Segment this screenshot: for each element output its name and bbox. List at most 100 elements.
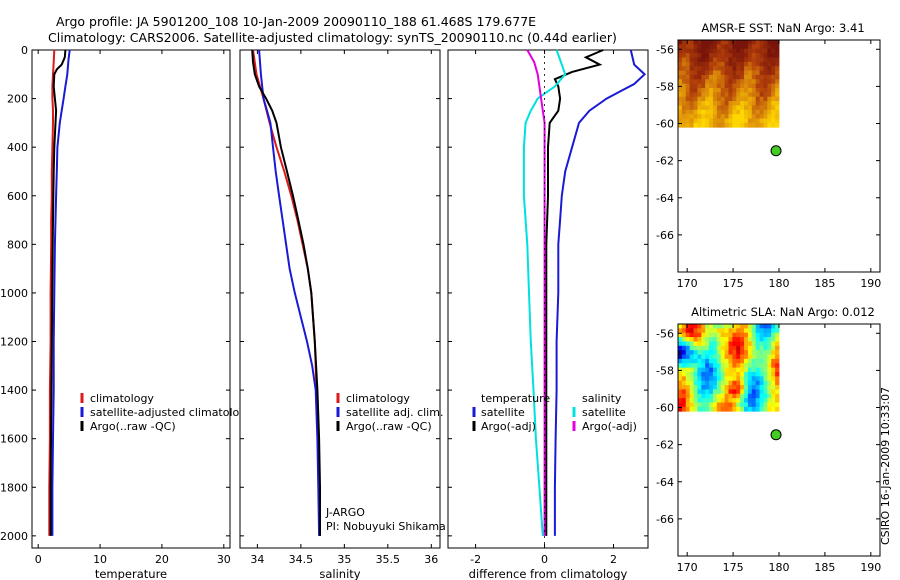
- heatmap-cell: [705, 57, 710, 63]
- x-tick-label: 180: [769, 277, 790, 290]
- heatmap-cell: [697, 324, 702, 329]
- heatmap-cell: [775, 350, 780, 355]
- heatmap-cell: [716, 341, 722, 347]
- heatmap-cell: [759, 406, 764, 412]
- heatmap-cell: [732, 358, 737, 364]
- heatmap-cell: [732, 389, 737, 395]
- heatmap-cell: [763, 96, 768, 102]
- salinity-panel: 34 34.5 35 35.5 36 salinity climatologysatelli…: [239, 49, 446, 580]
- heatmap-cell: [775, 70, 780, 76]
- heatmap-cell: [685, 389, 691, 395]
- x-tick-label: 35.5: [376, 553, 401, 566]
- heatmap-cell: [716, 376, 722, 382]
- heatmap-cell: [678, 371, 683, 377]
- heatmap-cell: [709, 109, 714, 115]
- heatmap-cell: [728, 358, 733, 364]
- heatmap-cell: [678, 109, 683, 115]
- heatmap-cell: [689, 79, 694, 85]
- heatmap-cell: [747, 57, 753, 63]
- heatmap-cell: [689, 398, 694, 403]
- heatmap-cell: [736, 79, 741, 85]
- heatmap-cell: [751, 385, 757, 390]
- heatmap-cell: [755, 114, 760, 119]
- heatmap-cell: [693, 380, 698, 386]
- heatmap-cell: [681, 40, 687, 45]
- heatmap-cell: [689, 70, 694, 76]
- heatmap-cell: [751, 371, 757, 377]
- heatmap-cell: [693, 328, 698, 334]
- heatmap-cell: [681, 341, 687, 347]
- heatmap-cell: [709, 105, 714, 111]
- heatmap-cell: [736, 74, 741, 80]
- heatmap-cell: [744, 337, 749, 342]
- heatmap-cell: [747, 48, 753, 54]
- heatmap-cell: [701, 385, 706, 390]
- heatmap-cell: [709, 40, 714, 45]
- heatmap-cell: [755, 406, 760, 412]
- heatmap-cell: [720, 66, 726, 71]
- y-tick-label: 0: [21, 44, 28, 57]
- heatmap-cell: [712, 44, 718, 50]
- heatmap-cell: [720, 74, 726, 80]
- heatmap-cell: [678, 393, 683, 399]
- heatmap-cell: [720, 83, 726, 89]
- series-line-climatology: [48, 49, 56, 536]
- heatmap-cell: [751, 324, 757, 329]
- x-axis-label: salinity: [319, 567, 360, 580]
- heatmap-cell: [712, 114, 718, 119]
- heatmap-cell: [751, 101, 757, 106]
- series-line-argo-raw-qc-: [251, 49, 321, 536]
- heatmap-cell: [740, 40, 745, 45]
- heatmap-cell: [720, 96, 726, 102]
- heatmap-cell: [720, 53, 726, 58]
- heatmap-cell: [751, 57, 757, 63]
- heatmap-cell: [755, 358, 760, 364]
- heatmap-cell: [740, 350, 745, 355]
- heatmap-cell: [759, 332, 764, 338]
- heatmap-cell: [771, 92, 776, 98]
- heatmap-cell: [681, 57, 687, 63]
- heatmap-cell: [716, 57, 722, 63]
- heatmap-cell: [771, 406, 776, 412]
- heatmap-cell: [736, 66, 741, 71]
- heatmap-cell: [747, 341, 753, 347]
- y-tick-label: 600: [7, 190, 28, 203]
- heatmap-cell: [693, 358, 698, 364]
- heatmap-cell: [740, 398, 745, 403]
- heatmap-cell: [771, 363, 776, 369]
- heatmap-cell: [705, 109, 710, 115]
- heatmap-cell: [747, 101, 753, 106]
- heatmap-cell: [701, 101, 706, 106]
- heatmap-cell: [763, 79, 768, 85]
- heatmap-cell: [740, 371, 745, 377]
- heatmap-cell: [701, 83, 706, 89]
- heatmap-cell: [728, 350, 733, 355]
- heatmap-cell: [755, 332, 760, 338]
- heatmap-cell: [736, 354, 741, 360]
- heatmap-cell: [689, 114, 694, 119]
- heatmap-cell: [712, 109, 718, 115]
- heatmap-cell: [701, 57, 706, 63]
- heatmap-cell: [720, 376, 726, 382]
- heatmap-cell: [751, 341, 757, 347]
- legend-label: Argo(-adj): [481, 420, 536, 433]
- heatmap-cell: [759, 371, 764, 377]
- heatmap-cell: [744, 118, 749, 124]
- heatmap-cell: [685, 324, 691, 329]
- heatmap-cell: [771, 332, 776, 338]
- heatmap-cell: [697, 79, 702, 85]
- heatmap-cell: [732, 70, 737, 76]
- heatmap-cell: [712, 101, 718, 106]
- heatmap-cell: [775, 354, 780, 360]
- heatmap-cell: [709, 332, 714, 338]
- heatmap-cell: [755, 44, 760, 50]
- x-tick-label: 34.5: [289, 553, 314, 566]
- heatmap-cell: [693, 393, 698, 399]
- heatmap-cell: [689, 341, 694, 347]
- heatmap-cell: [705, 122, 710, 128]
- y-tick-label: 200: [7, 93, 28, 106]
- heatmap-cell: [767, 371, 772, 377]
- heatmap-cell: [712, 328, 718, 334]
- heatmap-cell: [685, 354, 691, 360]
- heatmap-cell: [716, 122, 722, 128]
